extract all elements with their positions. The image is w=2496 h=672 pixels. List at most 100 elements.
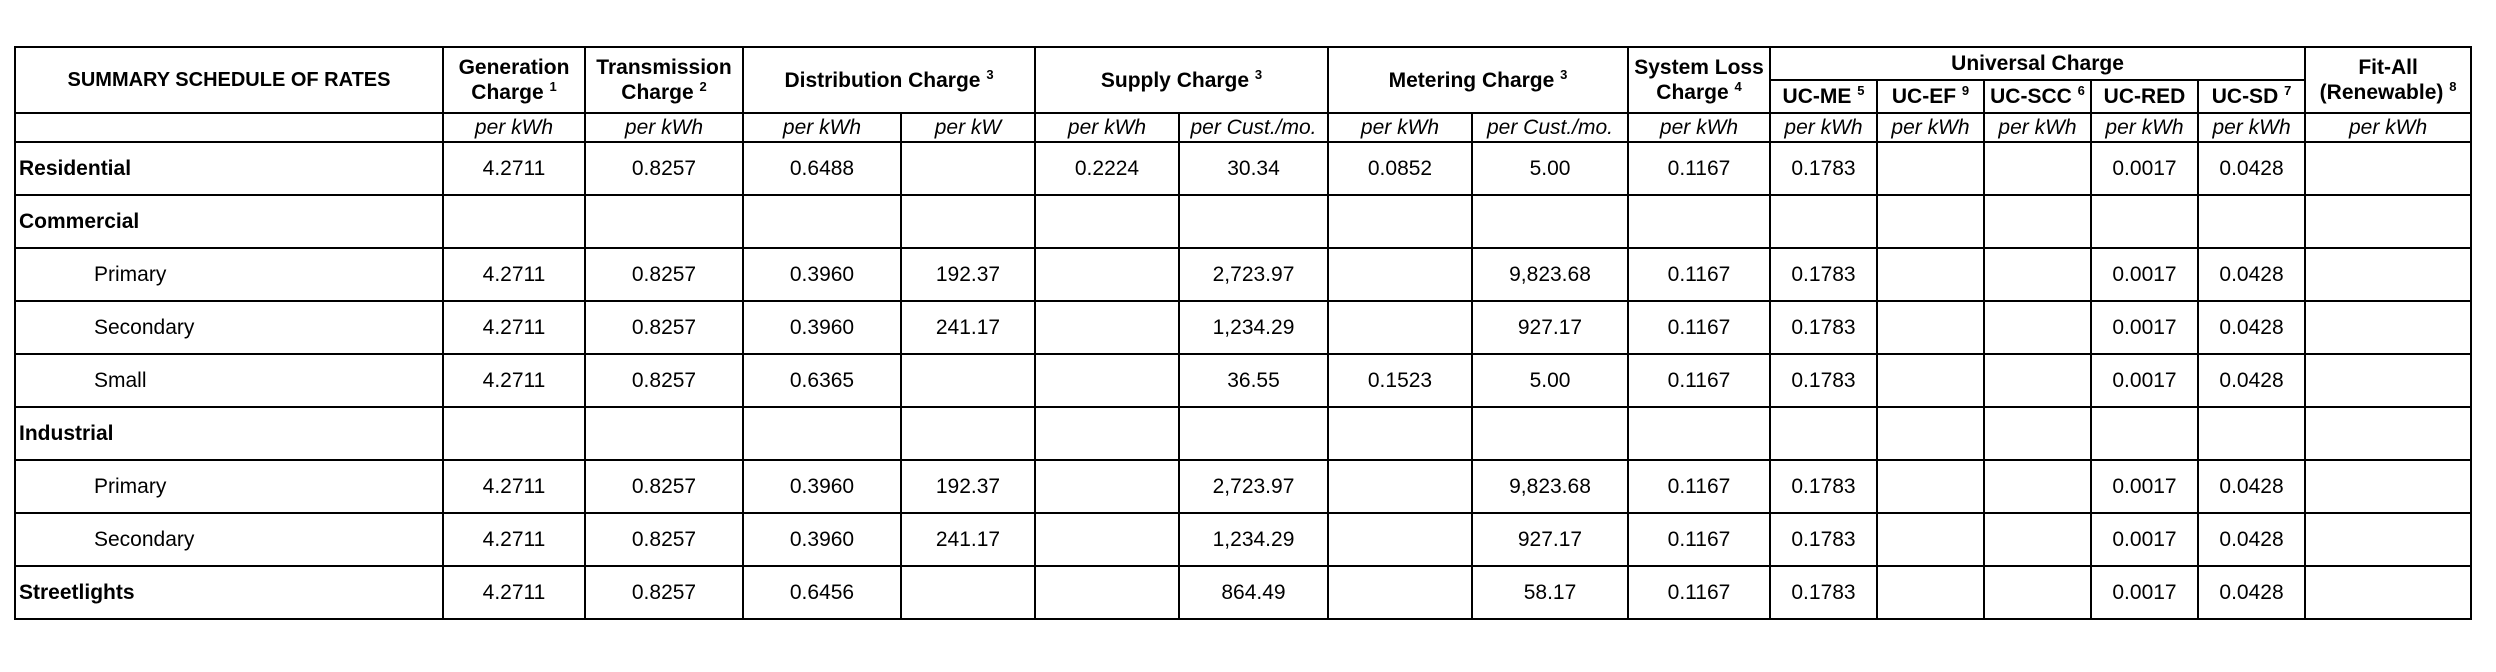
rate-cell: 36.55 [1178,353,1329,408]
rate-cell: 0.1167 [1627,353,1771,408]
rate-cell: 2,723.97 [1178,247,1329,302]
header-system-loss-charge: System Loss Charge 4 [1627,46,1771,114]
row-label: Residential [14,141,444,196]
header-universal-charge: Universal Charge [1768,46,2307,81]
rate-cell: 0.1783 [1769,512,1878,567]
rate-cell [1178,194,1329,249]
rate-cell: 0.6365 [742,353,902,408]
footnote-marker: 7 [2284,83,2292,98]
rate-cell [1983,353,2092,408]
rate-cell: 0.1783 [1769,565,1878,620]
rate-cell [1876,406,1985,461]
rate-cell [900,565,1036,620]
unit-cell: per Cust./mo. [1471,112,1629,143]
row-label: Industrial [14,406,444,461]
rate-cell: 192.37 [900,247,1036,302]
rate-cell: 927.17 [1471,512,1629,567]
table-row: Secondary 4.2711 0.8257 0.3960 241.17 1,234.2… [14,300,2473,355]
header-generation-charge: Generation Charge 1 [442,46,586,114]
rate-cell: 0.8257 [584,459,744,514]
units-row: per kWh per kWh per kWh per kW per kWh per Cu… [14,112,2473,143]
rate-cell: 1,234.29 [1178,512,1329,567]
rate-cell: 0.0017 [2090,247,2199,302]
rate-cell: 0.8257 [584,512,744,567]
rate-cell [1876,565,1985,620]
rate-cell [1327,247,1473,302]
rate-cell [442,406,586,461]
rate-cell: 0.8257 [584,353,744,408]
rate-cell [1983,512,2092,567]
row-label: Primary [14,247,444,302]
rate-cell [1983,194,2092,249]
rate-cell: 0.6456 [742,565,902,620]
table-row: Primary 4.2711 0.8257 0.3960 192.37 2,723.97 9… [14,247,2473,302]
rate-cell: 0.1783 [1769,247,1878,302]
rate-cell [742,406,902,461]
rate-cell [1034,194,1180,249]
rate-cell: 1,234.29 [1178,300,1329,355]
rate-cell [900,353,1036,408]
rate-cell [1876,141,1985,196]
rate-cell [2304,353,2473,408]
rate-cell: 241.17 [900,300,1036,355]
header-metering-charge: Metering Charge 3 [1327,46,1629,114]
rate-cell: 4.2711 [442,141,586,196]
header-uc-sd: UC-SD 7 [2196,79,2307,114]
rate-cell: 4.2711 [442,459,586,514]
header-uc-scc: UC-SCC 6 [1983,79,2092,114]
rate-cell: 192.37 [900,459,1036,514]
rate-cell [1327,565,1473,620]
rate-cell [900,194,1036,249]
header-label: UC-ME [1782,85,1852,108]
table-row: Industrial [14,406,2473,461]
rate-cell: 0.1167 [1627,512,1771,567]
rate-cell [1327,512,1473,567]
rate-cell [1627,406,1771,461]
rate-cell [584,194,744,249]
rate-cell [1983,406,2092,461]
rate-cell: 4.2711 [442,565,586,620]
rate-cell [1327,459,1473,514]
rate-cell [900,406,1036,461]
rate-cell: 0.0428 [2196,247,2307,302]
unit-cell: per kWh [1327,112,1473,143]
rate-cell: 0.0017 [2090,300,2199,355]
rate-cell: 0.1167 [1627,459,1771,514]
row-label: Streetlights [14,565,444,620]
table-title: SUMMARY SCHEDULE OF RATES [14,46,444,114]
rate-cell [1876,512,1985,567]
rate-cell [1327,300,1473,355]
rate-cell [1034,353,1180,408]
unit-cell: per kWh [1876,112,1985,143]
rate-cell [1327,406,1473,461]
header-supply-charge: Supply Charge 3 [1034,46,1329,114]
row-label: Commercial [14,194,444,249]
header-label: Metering Charge [1388,68,1555,92]
rate-cell: 0.3960 [742,512,902,567]
rate-cell [442,194,586,249]
footnote-marker: 3 [1254,66,1263,82]
rate-cell: 0.1783 [1769,141,1878,196]
summary-schedule-of-rates-table: SUMMARY SCHEDULE OF RATES Generation Cha… [14,46,2473,620]
table-row: Commercial [14,194,2473,249]
rate-cell [2304,141,2473,196]
rate-cell: 4.2711 [442,353,586,408]
rate-cell: 0.0428 [2196,459,2307,514]
rate-cell: 9,823.68 [1471,247,1629,302]
rate-cell: 0.0017 [2090,512,2199,567]
rate-cell [1983,247,2092,302]
rate-cell [1034,565,1180,620]
rate-cell [1034,247,1180,302]
footnote-marker: 8 [2449,79,2457,94]
rate-cell: 0.0017 [2090,141,2199,196]
rate-cell: 927.17 [1471,300,1629,355]
header-line: Charge [1656,81,1729,104]
unit-cell: per kWh [742,112,902,143]
rate-cell: 0.0428 [2196,141,2307,196]
header-label: UC-SCC [1990,85,2072,108]
rate-cell [1983,141,2092,196]
rate-cell [900,141,1036,196]
rate-cell: 4.2711 [442,512,586,567]
rate-cell: 0.0017 [2090,353,2199,408]
rate-cell: 0.3960 [742,247,902,302]
